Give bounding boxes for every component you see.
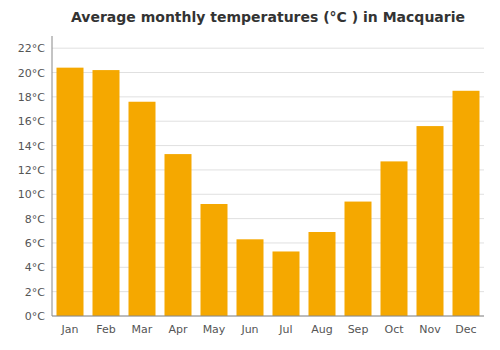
bar xyxy=(165,154,192,316)
y-axis-line xyxy=(52,36,53,316)
x-tick-label: Oct xyxy=(384,323,404,336)
bar xyxy=(309,232,336,316)
bar xyxy=(453,91,480,316)
bar xyxy=(201,204,228,316)
y-tick-label: 10°C xyxy=(18,188,45,201)
x-tick-label: May xyxy=(203,323,226,336)
bars xyxy=(57,68,480,316)
y-tick-label: 6°C xyxy=(25,237,45,250)
bar xyxy=(273,251,300,316)
x-tick-label: Nov xyxy=(419,323,441,336)
x-tick-label: Jul xyxy=(278,323,292,336)
x-tick-label: Dec xyxy=(455,323,476,336)
y-tick-label: 4°C xyxy=(25,261,45,274)
y-tick-label: 16°C xyxy=(18,115,45,128)
grid-line xyxy=(52,316,484,317)
y-tick-label: 22°C xyxy=(18,42,45,55)
x-tick-label: Jun xyxy=(240,323,258,336)
bar xyxy=(345,202,372,316)
y-tick-label: 0°C xyxy=(25,310,45,323)
x-tick-label: Aug xyxy=(311,323,332,336)
x-tick-label: Apr xyxy=(168,323,188,336)
bar xyxy=(381,161,408,316)
y-tick-label: 8°C xyxy=(25,213,45,226)
chart: Average monthly temperatures (°C ) in Ma… xyxy=(0,0,500,350)
grid xyxy=(52,48,484,316)
x-tick-label: Jan xyxy=(61,323,79,336)
bar xyxy=(237,239,264,316)
x-tick-label: Feb xyxy=(96,323,115,336)
bar xyxy=(417,126,444,316)
title: Average monthly temperatures (°C ) in Ma… xyxy=(71,9,465,25)
y-tick-label: 18°C xyxy=(18,91,45,104)
grid-line xyxy=(52,48,484,49)
bar xyxy=(93,70,120,316)
x-axis-line xyxy=(52,316,484,317)
bar xyxy=(57,68,84,316)
y-tick-label: 20°C xyxy=(18,67,45,80)
x-tick-label: Sep xyxy=(348,323,369,336)
y-tick-label: 2°C xyxy=(25,286,45,299)
x-tick-label: Mar xyxy=(132,323,153,336)
bar xyxy=(129,102,156,316)
y-tick-label: 12°C xyxy=(18,164,45,177)
y-tick-label: 14°C xyxy=(18,140,45,153)
